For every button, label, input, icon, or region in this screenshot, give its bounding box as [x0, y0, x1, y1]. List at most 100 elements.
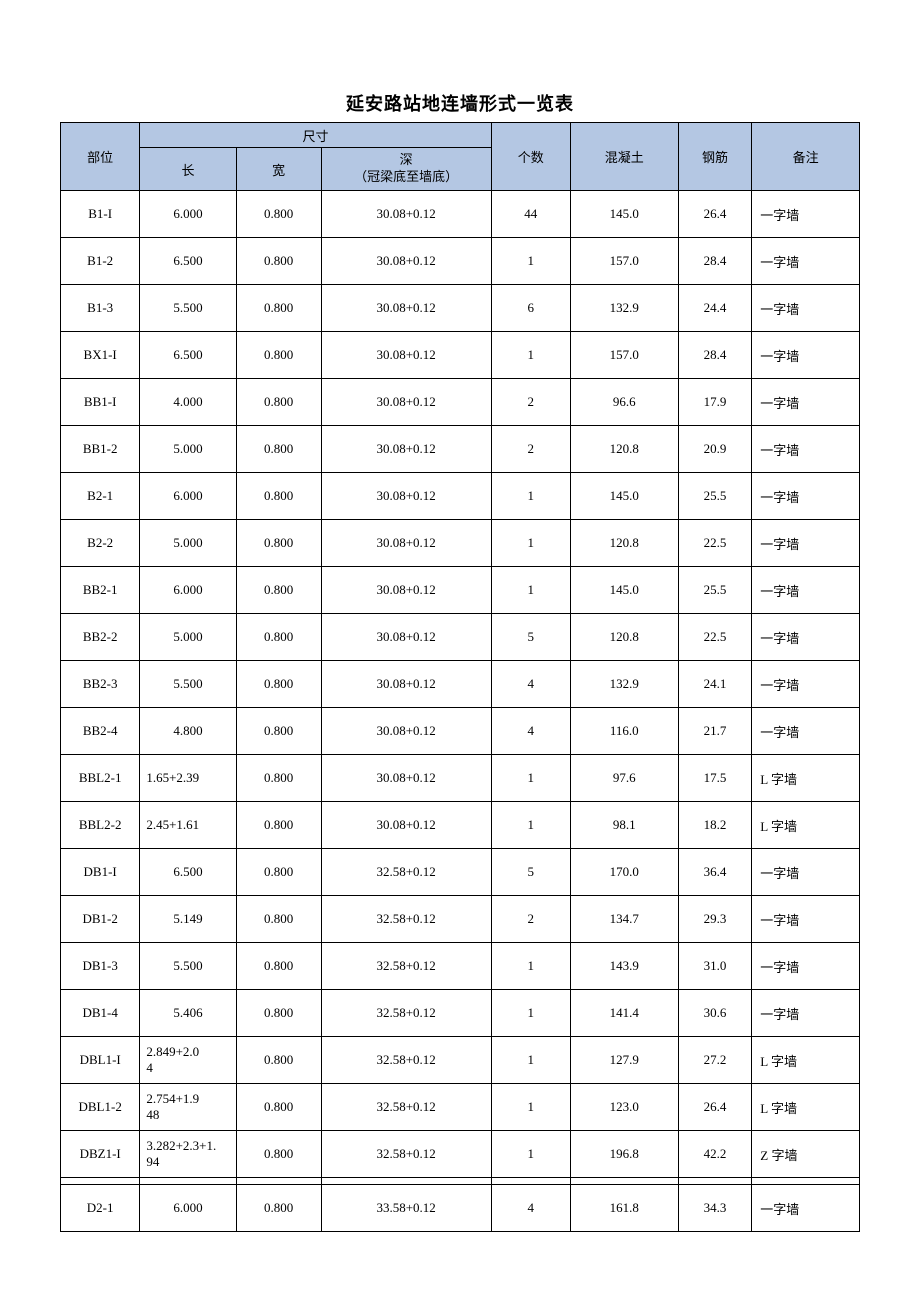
cell-note: 一字墙 — [752, 285, 860, 332]
spacer-cell — [140, 1178, 236, 1185]
cell-note: 一字墙 — [752, 614, 860, 661]
cell-dep: 30.08+0.12 — [321, 426, 491, 473]
cell-cnt: 1 — [491, 238, 570, 285]
cell-steel: 25.5 — [678, 473, 752, 520]
cell-cnt: 4 — [491, 661, 570, 708]
cell-note: 一字墙 — [752, 332, 860, 379]
table-row: BB2-16.0000.80030.08+0.121145.025.5一字墙 — [61, 567, 860, 614]
cell-steel: 28.4 — [678, 332, 752, 379]
cell-len: 2.754+1.948 — [140, 1084, 236, 1131]
cell-cnt: 1 — [491, 990, 570, 1037]
table-row: B2-16.0000.80030.08+0.121145.025.5一字墙 — [61, 473, 860, 520]
cell-len: 6.000 — [140, 1185, 236, 1232]
cell-conc: 132.9 — [570, 285, 678, 332]
hdr-note: 备注 — [752, 123, 860, 191]
cell-wid: 0.800 — [236, 990, 321, 1037]
cell-conc: 123.0 — [570, 1084, 678, 1131]
table-body: B1-I6.0000.80030.08+0.1244145.026.4一字墙B1… — [61, 191, 860, 1232]
cell-wid: 0.800 — [236, 896, 321, 943]
cell-part: DBL1-2 — [61, 1084, 140, 1131]
table-row: DB1-25.1490.80032.58+0.122134.729.3一字墙 — [61, 896, 860, 943]
cell-conc: 127.9 — [570, 1037, 678, 1084]
cell-steel: 30.6 — [678, 990, 752, 1037]
cell-cnt: 1 — [491, 332, 570, 379]
hdr-width: 宽 — [236, 148, 321, 191]
cell-cnt: 2 — [491, 426, 570, 473]
cell-len: 4.000 — [140, 379, 236, 426]
cell-part: DBL1-I — [61, 1037, 140, 1084]
spacer-cell — [752, 1178, 860, 1185]
cell-steel: 25.5 — [678, 567, 752, 614]
cell-cnt: 1 — [491, 1131, 570, 1178]
spacer-cell — [61, 1178, 140, 1185]
cell-conc: 96.6 — [570, 379, 678, 426]
cell-note: 一字墙 — [752, 849, 860, 896]
cell-note: 一字墙 — [752, 661, 860, 708]
cell-wid: 0.800 — [236, 379, 321, 426]
cell-wid: 0.800 — [236, 1037, 321, 1084]
cell-len: 2.849+2.04 — [140, 1037, 236, 1084]
cell-steel: 22.5 — [678, 614, 752, 661]
cell-note: 一字墙 — [752, 708, 860, 755]
cell-wid: 0.800 — [236, 1131, 321, 1178]
cell-part: BB2-4 — [61, 708, 140, 755]
cell-len: 2.45+1.61 — [140, 802, 236, 849]
cell-steel: 20.9 — [678, 426, 752, 473]
cell-steel: 31.0 — [678, 943, 752, 990]
table-row: B1-I6.0000.80030.08+0.1244145.026.4一字墙 — [61, 191, 860, 238]
cell-len: 5.406 — [140, 990, 236, 1037]
cell-len: 5.149 — [140, 896, 236, 943]
cell-len: 5.500 — [140, 661, 236, 708]
spacer-cell — [236, 1178, 321, 1185]
cell-note: L 字墙 — [752, 1037, 860, 1084]
hdr-depth-l2: （冠梁底至墙底） — [354, 169, 458, 184]
cell-steel: 34.3 — [678, 1185, 752, 1232]
wall-table: 部位 尺寸 个数 混凝土 钢筋 备注 长 宽 深 （冠梁底至墙底） B1-I6.… — [60, 122, 860, 1232]
table-row: BBL2-11.65+2.390.80030.08+0.12197.617.5L… — [61, 755, 860, 802]
table-row: BX1-I6.5000.80030.08+0.121157.028.4一字墙 — [61, 332, 860, 379]
cell-steel: 28.4 — [678, 238, 752, 285]
cell-cnt: 1 — [491, 1037, 570, 1084]
cell-dep: 30.08+0.12 — [321, 567, 491, 614]
cell-note: 一字墙 — [752, 379, 860, 426]
cell-steel: 26.4 — [678, 1084, 752, 1131]
cell-note: 一字墙 — [752, 473, 860, 520]
cell-wid: 0.800 — [236, 614, 321, 661]
cell-wid: 0.800 — [236, 332, 321, 379]
cell-note: 一字墙 — [752, 567, 860, 614]
table-row: B2-25.0000.80030.08+0.121120.822.5一字墙 — [61, 520, 860, 567]
cell-len: 5.000 — [140, 426, 236, 473]
cell-wid: 0.800 — [236, 473, 321, 520]
cell-dep: 30.08+0.12 — [321, 520, 491, 567]
cell-conc: 145.0 — [570, 567, 678, 614]
hdr-concrete: 混凝土 — [570, 123, 678, 191]
cell-conc: 120.8 — [570, 614, 678, 661]
table-row: BB2-25.0000.80030.08+0.125120.822.5一字墙 — [61, 614, 860, 661]
cell-dep: 30.08+0.12 — [321, 332, 491, 379]
cell-note: 一字墙 — [752, 1185, 860, 1232]
cell-steel: 24.4 — [678, 285, 752, 332]
cell-dep: 32.58+0.12 — [321, 1084, 491, 1131]
cell-conc: 161.8 — [570, 1185, 678, 1232]
cell-len: 5.500 — [140, 285, 236, 332]
cell-conc: 145.0 — [570, 191, 678, 238]
cell-dep: 30.08+0.12 — [321, 379, 491, 426]
cell-part: B2-2 — [61, 520, 140, 567]
table-row: BBL2-22.45+1.610.80030.08+0.12198.118.2L… — [61, 802, 860, 849]
cell-part: BBL2-2 — [61, 802, 140, 849]
cell-cnt: 5 — [491, 849, 570, 896]
cell-cnt: 2 — [491, 379, 570, 426]
cell-cnt: 1 — [491, 802, 570, 849]
cell-cnt: 1 — [491, 567, 570, 614]
cell-conc: 97.6 — [570, 755, 678, 802]
cell-len: 6.500 — [140, 238, 236, 285]
cell-note: 一字墙 — [752, 191, 860, 238]
spacer-cell — [321, 1178, 491, 1185]
cell-len: 5.000 — [140, 614, 236, 661]
cell-cnt: 4 — [491, 708, 570, 755]
cell-wid: 0.800 — [236, 849, 321, 896]
cell-wid: 0.800 — [236, 191, 321, 238]
hdr-size: 尺寸 — [140, 123, 491, 148]
cell-steel: 24.1 — [678, 661, 752, 708]
cell-dep: 32.58+0.12 — [321, 1131, 491, 1178]
